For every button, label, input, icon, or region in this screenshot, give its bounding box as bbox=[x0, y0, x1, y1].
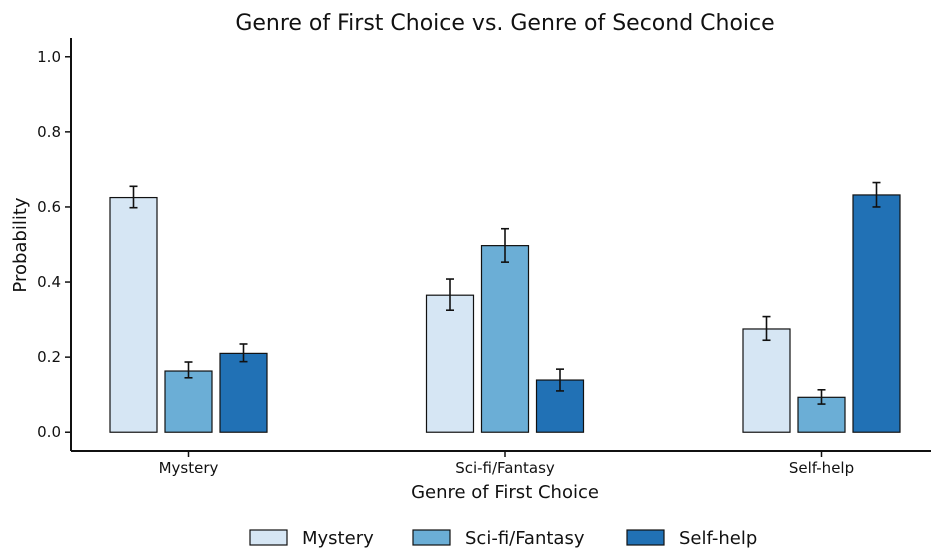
bar bbox=[853, 195, 900, 432]
y-axis: 0.0 0.2 0.4 0.6 0.8 1.0 bbox=[37, 38, 71, 451]
x-axis: Mystery Sci-fi/Fantasy Self-help bbox=[71, 451, 931, 477]
y-axis-label: Probability bbox=[10, 197, 31, 292]
x-axis-label: Genre of First Choice bbox=[411, 482, 599, 503]
legend-label: Sci-fi/Fantasy bbox=[465, 528, 585, 549]
x-tick-label: Self-help bbox=[789, 459, 854, 477]
x-tick-label: Mystery bbox=[159, 459, 219, 477]
bar bbox=[110, 198, 157, 433]
bar bbox=[427, 295, 474, 432]
y-tick-label: 0.6 bbox=[37, 198, 61, 216]
legend-label: Self-help bbox=[679, 528, 757, 549]
chart-title: Genre of First Choice vs. Genre of Secon… bbox=[235, 11, 774, 36]
legend-swatch bbox=[250, 530, 287, 545]
legend: Mystery Sci-fi/Fantasy Self-help bbox=[250, 528, 757, 549]
y-tick-label: 0.2 bbox=[37, 348, 61, 366]
legend-label: Mystery bbox=[302, 528, 374, 549]
y-tick-label: 0.4 bbox=[37, 273, 61, 291]
y-tick-label: 0.0 bbox=[37, 423, 61, 441]
legend-swatch bbox=[627, 530, 664, 545]
bar bbox=[220, 353, 267, 432]
legend-swatch bbox=[413, 530, 450, 545]
bar bbox=[165, 371, 212, 432]
y-tick-label: 1.0 bbox=[37, 48, 61, 66]
x-tick-label: Sci-fi/Fantasy bbox=[455, 459, 555, 477]
y-tick-label: 0.8 bbox=[37, 123, 61, 141]
bar bbox=[743, 329, 790, 432]
bar bbox=[482, 246, 529, 433]
